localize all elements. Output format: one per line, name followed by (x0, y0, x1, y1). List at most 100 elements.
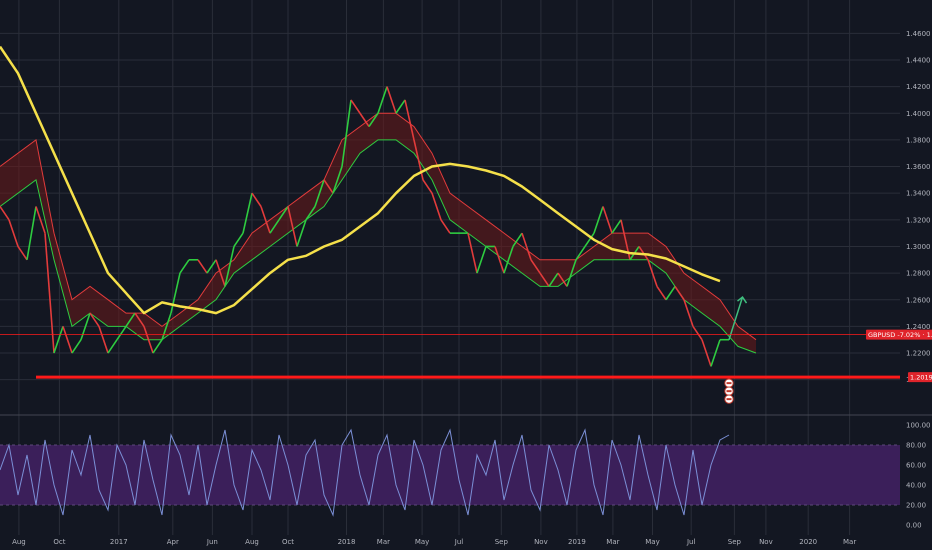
price-segment (674, 285, 685, 301)
moving-average (0, 45, 721, 315)
time-tick-label: May (645, 538, 659, 546)
price-tag-bg (866, 329, 932, 340)
osc-tick-label: 0.00 (906, 522, 922, 530)
cloud-span-b (0, 139, 757, 354)
price-segment (170, 272, 181, 314)
price-segment (494, 246, 505, 274)
time-tick-label: Nov (534, 538, 548, 546)
price-segment (269, 219, 280, 234)
time-tick-label: Mar (606, 538, 619, 546)
price-segment (656, 285, 667, 301)
price-segment (305, 206, 316, 221)
price-segment (233, 232, 244, 247)
time-tick-label: Nov (759, 538, 773, 546)
price-tick-label: 1.4200 (906, 83, 931, 91)
price-segment (701, 339, 712, 367)
price-segment (251, 192, 262, 207)
time-tick-label: Jun (206, 538, 218, 546)
osc-tick-label: 80.00 (906, 442, 926, 450)
osc-tick-label: 100.00 (906, 422, 931, 430)
price-tick-label: 1.4600 (906, 30, 931, 38)
oscillator-band (0, 444, 900, 506)
price-segment (143, 326, 154, 354)
price-segment (0, 206, 10, 221)
price-tick-label: 1.2400 (906, 323, 931, 331)
price-segment (386, 86, 397, 114)
oscillator (0, 428, 730, 517)
price-segment (17, 246, 28, 261)
time-axis[interactable]: Aug Oct 2017 Apr Jun Aug Oct 2018 Mar May Jul Sep No… (12, 538, 856, 546)
price-segment (503, 246, 514, 274)
time-tick-label: Oct (282, 538, 294, 546)
price-tick-label: 1.3000 (906, 243, 931, 251)
osc-tick-label: 40.00 (906, 482, 926, 490)
time-tick-label: Oct (53, 538, 65, 546)
oscillator-axis[interactable]: 100.00 80.00 60.00 40.00 20.00 0.00 (906, 422, 931, 530)
price-tick-label: 1.4000 (906, 110, 931, 118)
price-segment (539, 272, 550, 287)
price-axis[interactable]: 1.4600 1.4400 1.4200 1.4000 1.3800 1.3600 1.34… (866, 30, 932, 384)
price-segment (62, 326, 73, 354)
price-segment (179, 259, 190, 274)
price-segment (647, 259, 658, 287)
price-tick-label: 1.2800 (906, 270, 931, 278)
time-tick-label: 2019 (568, 538, 586, 546)
price-segment (530, 259, 541, 274)
price-segment (692, 325, 703, 341)
price-segment (476, 246, 487, 274)
oscillator-line (0, 428, 730, 517)
price-segment (215, 259, 226, 287)
price-segment (395, 99, 406, 114)
price-segment (278, 206, 289, 221)
flag-stripe (726, 390, 732, 393)
time-tick-label: Mar (843, 538, 856, 546)
price-segment (125, 312, 136, 327)
price-tag: GBPUSD -7.02% · 1.2338 (868, 331, 932, 339)
price-tick-label: 1.3400 (906, 190, 931, 198)
flag-stripe (726, 398, 732, 401)
price-segment (98, 326, 109, 354)
price-segment (404, 99, 415, 141)
price-levels (0, 295, 900, 379)
price-segment (566, 259, 577, 287)
price-segment (206, 259, 217, 274)
price-segment (53, 326, 64, 354)
price-segment (440, 219, 451, 234)
price-segment (161, 312, 172, 340)
time-tick-label: Mar (377, 538, 390, 546)
ma-line (0, 45, 721, 315)
price-segment (422, 179, 433, 194)
price-segment (224, 246, 235, 287)
price-tick-label: 1.4400 (906, 56, 931, 64)
price-segment (521, 232, 532, 261)
price-tick-label: 1.3200 (906, 216, 931, 224)
price-segment (512, 232, 523, 247)
price-segment (260, 206, 271, 234)
price-segment (350, 99, 361, 114)
price-series (0, 86, 729, 367)
price-segment (593, 206, 604, 234)
time-tick-label: Jul (454, 538, 464, 546)
price-segment (431, 192, 442, 221)
price-segment (710, 339, 721, 367)
event-markers[interactable] (724, 378, 734, 404)
time-tick-label: 2018 (338, 538, 356, 546)
price-segment (377, 86, 388, 114)
price-segment (557, 272, 568, 287)
time-tick-label: 2020 (799, 538, 817, 546)
projection-arrow (728, 296, 744, 340)
price-segment (341, 99, 352, 167)
price-segment (197, 259, 208, 274)
time-tick-label: 2017 (110, 538, 128, 546)
price-segment (467, 232, 478, 274)
price-segment (359, 112, 370, 128)
price-segment (35, 206, 46, 234)
price-segment (26, 206, 37, 260)
price-segment (548, 272, 559, 287)
osc-tick-label: 20.00 (906, 502, 926, 510)
cloud-span-a (0, 112, 757, 341)
price-segment (44, 233, 55, 354)
support-tag-bg (908, 372, 932, 383)
time-tick-label: Aug (245, 538, 259, 546)
price-tick-label: 1.2600 (906, 296, 931, 304)
